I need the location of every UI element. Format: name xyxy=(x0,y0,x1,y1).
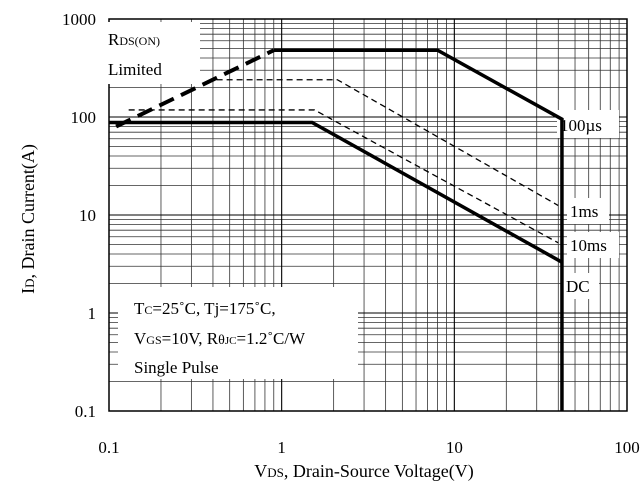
x-tick-label: 100 xyxy=(614,438,640,457)
plot-frame xyxy=(108,18,628,412)
y-tick-labels: 0.1 1 10 100 1000 xyxy=(62,10,96,421)
series-label-box-10ms xyxy=(567,232,619,258)
series-layer xyxy=(109,48,564,411)
series-label-10ms: 10ms xyxy=(570,236,607,255)
label-boxes xyxy=(104,22,619,379)
condition-box xyxy=(118,287,358,379)
y-tick-label: 1 xyxy=(88,304,97,323)
x-tick-labels: 0.1 1 10 100 xyxy=(98,438,639,457)
y-tick-label: 100 xyxy=(71,108,97,127)
y-tick-label: 10 xyxy=(79,206,96,225)
x-axis-label: VDS, Drain-Source Voltage(V) xyxy=(254,461,473,481)
series-label-dc: DC xyxy=(566,277,590,296)
series-label-box-dc xyxy=(563,273,599,299)
series-line-10ms xyxy=(128,109,559,244)
series-label-1ms: 1ms xyxy=(570,202,598,221)
series-label-box-100us xyxy=(557,110,619,138)
series-line-1ms xyxy=(216,79,559,207)
x-tick-label: 10 xyxy=(446,438,463,457)
condition-line-3: Single Pulse xyxy=(134,358,219,377)
rds-label-box xyxy=(104,22,200,84)
x-tick-label: 0.1 xyxy=(98,438,119,457)
series-label-100us: 100µs xyxy=(560,116,602,135)
y-tick-label: 0.1 xyxy=(75,402,96,421)
y-tick-label: 1000 xyxy=(62,10,96,29)
condition-line-2: VGS=10V, RθJC=1.2˚C/W xyxy=(134,329,306,348)
rds-limit-line xyxy=(115,48,275,129)
rds-label-limited: Limited xyxy=(108,60,162,79)
series-line-DC xyxy=(109,120,563,264)
rds-label: RDS(ON) xyxy=(108,30,160,49)
condition-line-1: TC=25˚C, Tj=175˚C, xyxy=(134,299,276,318)
y-axis-label: ID, Drain Current(A) xyxy=(18,144,39,294)
series-label-box-1ms xyxy=(567,198,609,224)
x-tick-label: 1 xyxy=(277,438,286,457)
series-line-100s xyxy=(273,48,564,411)
